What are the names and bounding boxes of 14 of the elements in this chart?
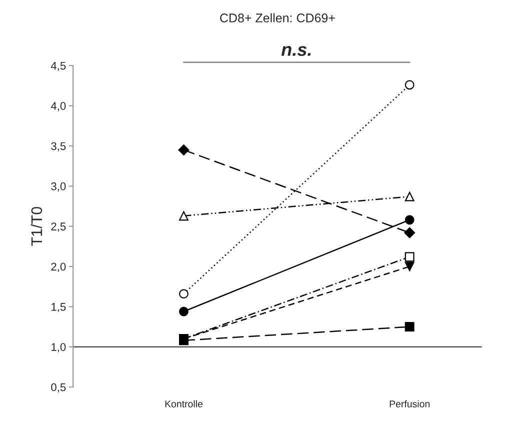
y-tick-label: 3,5 bbox=[51, 142, 66, 152]
x-tick-label: Perfusion bbox=[390, 400, 430, 408]
chart-title: CD8+ Zellen: CD69+ bbox=[220, 13, 335, 22]
y-tick-label: 0,5 bbox=[51, 383, 66, 392]
y-tick-label: 4,5 bbox=[50, 62, 66, 72]
y-tick-label: 1,0 bbox=[52, 343, 66, 352]
y-tick-label: 3,0 bbox=[51, 182, 66, 192]
y-tick-label: 2,5 bbox=[51, 222, 66, 232]
y-tick-label: 1,5 bbox=[52, 303, 66, 312]
y-axis-title: T1/T0 bbox=[30, 206, 42, 246]
text: n.s. bbox=[281, 46, 311, 56]
y-tick-label: 2,0 bbox=[51, 262, 66, 272]
x-tick-label: Kontrolle bbox=[165, 400, 202, 408]
y-tick-label: 4,0 bbox=[50, 102, 66, 112]
